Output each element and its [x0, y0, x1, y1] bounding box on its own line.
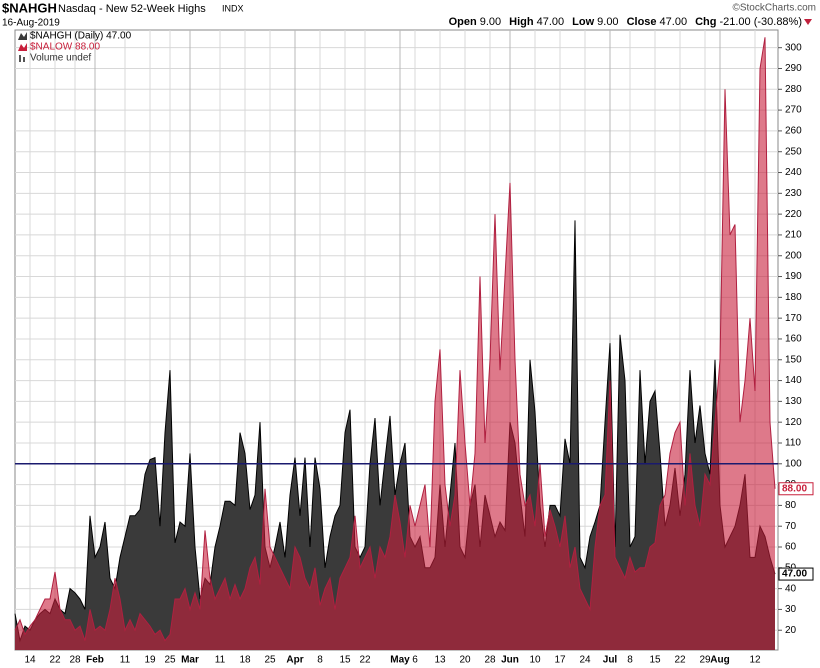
x-tick-label: 13 [434, 655, 446, 666]
quote-label: Chg [695, 16, 716, 28]
y-tick-label: 30 [785, 604, 797, 615]
x-tick-label: Feb [86, 655, 104, 666]
x-tick-label: 20 [459, 655, 471, 666]
quote-label: Close [627, 16, 657, 28]
x-tick-label: 12 [749, 655, 761, 666]
down-arrow [804, 19, 812, 25]
y-tick-label: 300 [785, 42, 802, 53]
x-tick-label: 19 [144, 655, 156, 666]
quote-value: 9.00 [597, 16, 618, 28]
y-tick-label: 130 [785, 396, 802, 407]
quote-value: -21.00 (-30.88%) [719, 16, 802, 28]
x-tick-label: 24 [579, 655, 591, 666]
source: ©StockCharts.com [732, 3, 816, 14]
x-tick-label: Jun [501, 655, 519, 666]
quote-label: High [509, 16, 534, 28]
quote: Open 9.00 High 47.00 Low 9.00 Close 47.00 Chg -21… [449, 16, 802, 28]
x-tick-label: 18 [239, 655, 251, 666]
legend-label: $NAHGH (Daily) 47.00 [30, 31, 132, 42]
x-tick-label: 25 [164, 655, 176, 666]
y-tick-label: 70 [785, 521, 797, 532]
quote-value: 9.00 [480, 16, 501, 28]
x-tick-label: 10 [529, 655, 541, 666]
y-tick-label: 210 [785, 230, 802, 241]
x-tick-label: Aug [710, 655, 729, 666]
x-tick-label: 22 [674, 655, 686, 666]
x-tick-label: 11 [215, 655, 226, 666]
x-tick-label: Apr [286, 655, 303, 666]
y-tick-label: 200 [785, 250, 802, 261]
x-tick-label: May [390, 655, 410, 666]
y-tick-label: 230 [785, 188, 802, 199]
y-tick-label: 140 [785, 375, 802, 386]
exchange: INDX [222, 3, 244, 13]
y-tick-label: 170 [785, 313, 802, 324]
quote-label: Low [572, 16, 594, 28]
y-tick-label: 260 [785, 126, 802, 137]
axes: 2030405060708090100110120130140150160170… [24, 42, 814, 666]
quote-label: Open [449, 16, 477, 28]
y-tick-label: 240 [785, 167, 802, 178]
quote-value: 47.00 [537, 16, 565, 28]
x-tick-label: 29 [699, 655, 711, 666]
y-tick-label: 80 [785, 500, 797, 511]
quote-value: 47.00 [660, 16, 688, 28]
x-tick-label: 17 [554, 655, 566, 666]
y-tick-label: 110 [785, 438, 801, 449]
y-tick-label: 220 [785, 209, 802, 220]
legend-icon [18, 43, 27, 51]
y-tick-label: 150 [785, 354, 802, 365]
last-value-box [778, 482, 814, 496]
legend-icon [18, 32, 27, 40]
x-tick-label: 15 [649, 655, 661, 666]
x-tick-label: 11 [120, 655, 131, 666]
x-tick-label: Jul [603, 655, 618, 666]
date: 16-Aug-2019 [2, 18, 60, 29]
y-tick-label: 290 [785, 63, 802, 74]
x-tick-label: 22 [49, 655, 61, 666]
y-tick-label: 280 [785, 84, 802, 95]
x-tick-label: 8 [627, 655, 633, 666]
y-tick-label: 180 [785, 292, 802, 303]
y-tick-label: 40 [785, 583, 797, 594]
last-value-label: 88.00 [782, 483, 807, 494]
x-tick-label: 8 [317, 655, 323, 666]
x-tick-label: 15 [339, 655, 351, 666]
x-tick-label: 14 [24, 655, 36, 666]
y-tick-label: 120 [785, 417, 802, 428]
x-tick-label: 22 [359, 655, 371, 666]
y-tick-label: 100 [785, 458, 802, 469]
y-tick-label: 250 [785, 146, 802, 157]
last-value-box [778, 567, 814, 581]
x-tick-label: 25 [264, 655, 276, 666]
legend-label: Volume undef [30, 53, 91, 64]
areas [14, 37, 778, 651]
legend-icon [23, 57, 25, 62]
y-tick-label: 60 [785, 542, 797, 553]
x-tick-label: Mar [181, 655, 199, 666]
y-tick-label: 190 [785, 271, 802, 282]
x-tick-label: 6 [412, 655, 418, 666]
symbol-name: Nasdaq - New 52-Week Highs [58, 3, 206, 15]
x-tick-label: 28 [484, 655, 496, 666]
last-value-label: 47.00 [782, 569, 807, 580]
legend-label: $NALOW 88.00 [30, 42, 100, 53]
y-tick-label: 20 [785, 625, 797, 636]
legend-icon [19, 55, 21, 62]
symbol: $NAHGH [2, 0, 57, 15]
series-area [15, 37, 775, 651]
y-tick-label: 160 [785, 334, 802, 345]
y-tick-label: 270 [785, 105, 802, 116]
series-line [14, 37, 776, 642]
x-tick-label: 28 [69, 655, 81, 666]
